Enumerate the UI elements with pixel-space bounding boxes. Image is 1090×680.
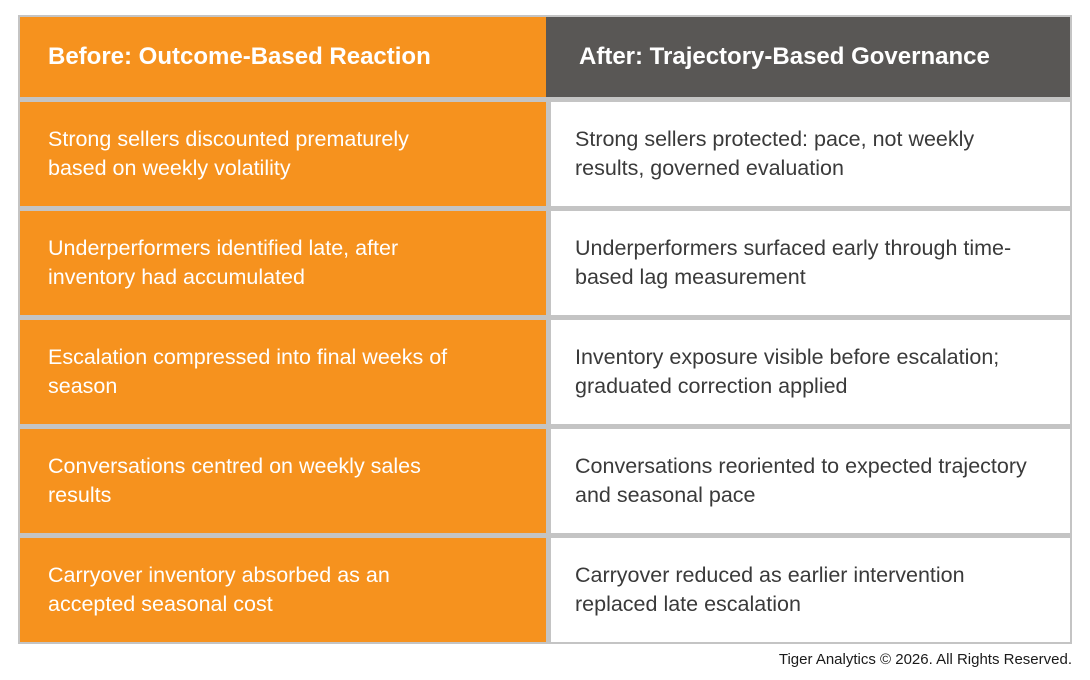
table-cell-after-row1: Strong sellers protected: pace, not week…: [551, 102, 1070, 206]
table-cell-after-row3: Inventory exposure visible before escala…: [551, 320, 1070, 424]
copyright-text: Tiger Analytics © 2026. All Rights Reser…: [778, 651, 1072, 668]
table-cell-after-row5: Carryover reduced as earlier interventio…: [551, 538, 1070, 642]
table-cell-before-row2: Underperformers identified late, after i…: [20, 211, 546, 315]
header-cell-after: After: Trajectory-Based Governance: [546, 17, 1070, 97]
before-after-comparison-table: Before: Outcome-Based Reaction After: Tr…: [18, 15, 1072, 644]
table-cell-before-row5: Carryover inventory absorbed as an accep…: [20, 538, 546, 642]
header-cell-before: Before: Outcome-Based Reaction: [20, 17, 546, 97]
table-cell-before-row3: Escalation compressed into final weeks o…: [20, 320, 546, 424]
table-cell-after-row4: Conversations reoriented to expected tra…: [551, 429, 1070, 533]
table-cell-before-row4: Conversations centred on weekly sales re…: [20, 429, 546, 533]
table-cell-before-row1: Strong sellers discounted prematurely ba…: [20, 102, 546, 206]
table-cell-after-row2: Underperformers surfaced early through t…: [551, 211, 1070, 315]
